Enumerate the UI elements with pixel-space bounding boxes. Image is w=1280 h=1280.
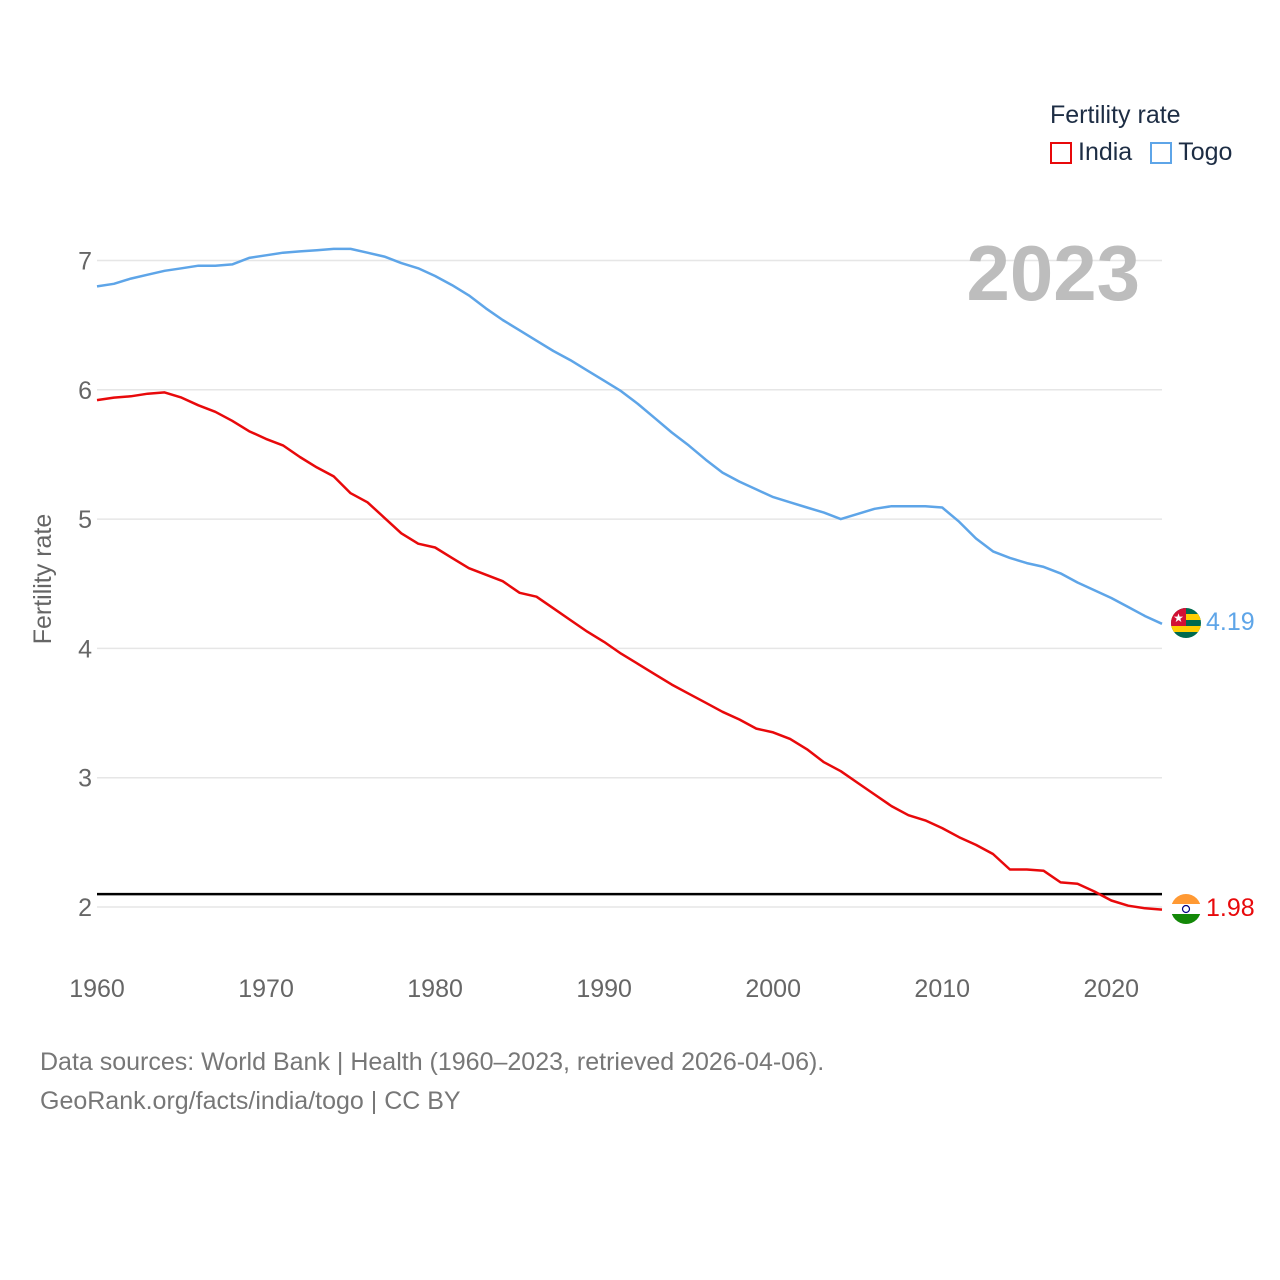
series-line-india[interactable] xyxy=(96,391,1163,911)
y-axis-label: Fertility rate xyxy=(29,514,57,645)
end-label-togo: 4.19 xyxy=(1206,608,1255,636)
sources-line: Data sources: World Bank | Health (1960–… xyxy=(40,1048,825,1076)
y-axis-ticks: 2 3 4 5 6 7 xyxy=(78,248,92,923)
legend-swatch-togo xyxy=(1150,141,1173,164)
svg-text:★: ★ xyxy=(1173,611,1184,625)
x-tick-label: 1970 xyxy=(238,975,294,1003)
legend-label-togo: Togo xyxy=(1178,138,1233,166)
x-axis-ticks: 1960 1970 1980 1990 2000 2010 2020 xyxy=(69,975,1139,1003)
x-tick-label: 1960 xyxy=(69,975,125,1003)
y-tick-label: 6 xyxy=(78,377,92,405)
y-tick-label: 5 xyxy=(78,506,92,534)
y-tick-label: 3 xyxy=(78,765,92,793)
legend-item-india[interactable]: India xyxy=(1050,138,1132,167)
gridlines xyxy=(97,259,1162,908)
x-tick-label: 2010 xyxy=(914,975,970,1003)
legend-label-india: India xyxy=(1078,138,1133,166)
y-tick-label: 4 xyxy=(78,635,92,663)
year-watermark: 2023 xyxy=(966,229,1140,317)
flag-togo-icon: ★ xyxy=(1171,608,1201,638)
fertility-chart: 2 3 4 5 6 7 1960 1970 1980 1990 2000 2010 2020 Fert… xyxy=(29,229,1255,1003)
flag-india-icon xyxy=(1171,894,1201,924)
x-tick-label: 1980 xyxy=(407,975,463,1003)
legend-title: Fertility rate xyxy=(1050,101,1181,129)
series-line-togo[interactable] xyxy=(96,247,1163,625)
y-tick-label: 7 xyxy=(78,248,92,276)
series-lines xyxy=(96,247,1163,911)
data-sources-footer: Data sources: World Bank | Health (1960–… xyxy=(40,1043,824,1121)
legend-entries: India Togo xyxy=(1050,138,1250,167)
attribution-link[interactable]: GeoRank.org/facts/india/togo | CC BY xyxy=(40,1087,461,1115)
y-tick-label: 2 xyxy=(78,894,92,922)
legend-item-togo[interactable]: Togo xyxy=(1150,138,1232,167)
legend: Fertility rate India Togo xyxy=(1050,98,1250,167)
x-tick-label: 2000 xyxy=(745,975,801,1003)
legend-swatch-india xyxy=(1050,141,1072,164)
x-tick-label: 2020 xyxy=(1083,975,1139,1003)
end-label-india: 1.98 xyxy=(1206,894,1255,922)
x-tick-label: 1990 xyxy=(576,975,632,1003)
